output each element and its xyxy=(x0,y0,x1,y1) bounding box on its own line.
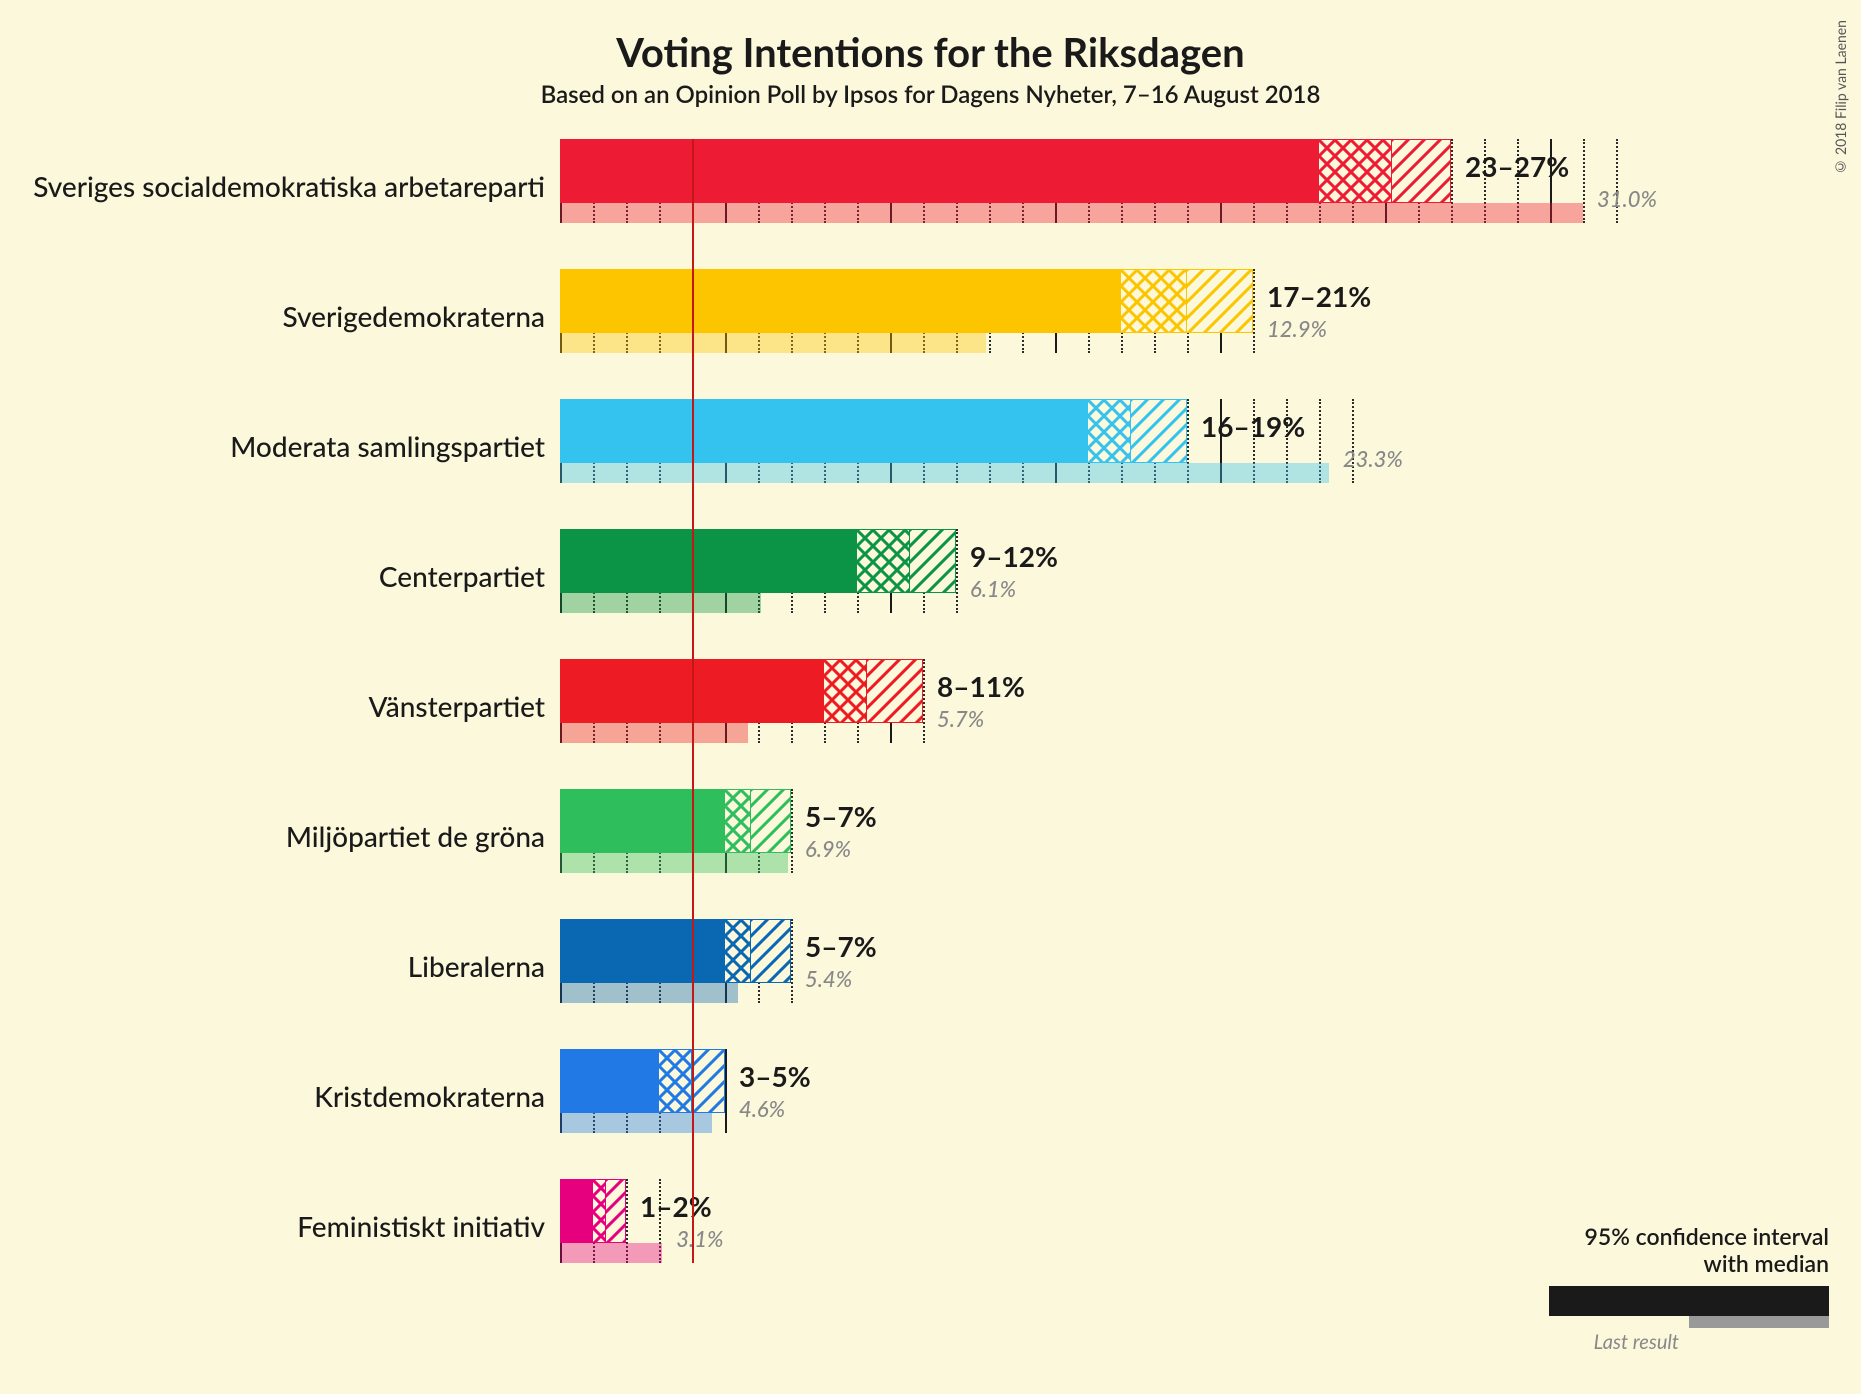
threshold-line xyxy=(692,139,694,1263)
bar-chart: Sveriges socialdemokratiska arbetarepart… xyxy=(560,131,1620,1301)
party-label: Centerpartiet xyxy=(5,559,545,593)
gridline-minor xyxy=(791,789,793,873)
ci-low-to-median xyxy=(824,659,867,723)
ci-median-to-high xyxy=(751,789,791,853)
range-value: 3–5% xyxy=(739,1059,811,1093)
party-row: Liberalerna5–7%5.4% xyxy=(560,911,1620,1041)
ci-median-to-high xyxy=(1392,139,1451,203)
party-row: Sveriges socialdemokratiska arbetarepart… xyxy=(560,131,1620,261)
gridline-minor xyxy=(956,529,958,613)
range-value: 9–12% xyxy=(970,539,1058,573)
ci-low-to-median xyxy=(1319,139,1392,203)
ci-median-to-high xyxy=(1131,399,1187,463)
legend-solid xyxy=(1549,1286,1703,1316)
ci-low-to-median xyxy=(725,919,751,983)
party-row: Sverigedemokraterna17–21%12.9% xyxy=(560,261,1620,391)
prev-result-bar xyxy=(560,1113,712,1133)
main-bar xyxy=(560,1179,593,1243)
party-row: Moderata samlingspartiet16–19%23.3% xyxy=(560,391,1620,521)
copyright: © 2018 Filip van Laenen xyxy=(1832,20,1849,176)
ci-median-to-high xyxy=(692,1049,725,1113)
ci-low-to-median xyxy=(1088,399,1131,463)
legend-line1: 95% confidence interval xyxy=(1549,1223,1829,1251)
party-label: Sverigedemokraterna xyxy=(5,299,545,333)
ci-median-to-high xyxy=(910,529,956,593)
gridline-major xyxy=(725,1049,727,1133)
range-value: 17–21% xyxy=(1267,279,1371,313)
prev-result-bar xyxy=(560,463,1329,483)
range-value: 23–27% xyxy=(1465,149,1569,183)
prev-value: 3.1% xyxy=(676,1225,723,1252)
main-bar xyxy=(560,1049,659,1113)
ci-median-to-high xyxy=(1187,269,1253,333)
range-value: 16–19% xyxy=(1201,409,1305,443)
prev-result-bar xyxy=(560,333,986,353)
prev-value: 23.3% xyxy=(1343,445,1403,472)
prev-value: 5.4% xyxy=(805,965,852,992)
prev-result-bar xyxy=(560,203,1583,223)
party-row: Kristdemokraterna3–5%4.6% xyxy=(560,1041,1620,1171)
range-value: 5–7% xyxy=(805,929,877,963)
legend-prev-bar xyxy=(1689,1316,1829,1328)
main-bar xyxy=(560,529,857,593)
party-row: Vänsterpartiet8–11%5.7% xyxy=(560,651,1620,781)
range-value: 5–7% xyxy=(805,799,877,833)
party-label: Miljöpartiet de gröna xyxy=(5,819,545,853)
gridline-minor xyxy=(1583,139,1585,223)
chart-subtitle: Based on an Opinion Poll by Ipsos for Da… xyxy=(0,76,1861,131)
party-label: Feministiskt initiativ xyxy=(5,1209,545,1243)
legend: 95% confidence interval with median Last… xyxy=(1549,1223,1829,1354)
prev-result-bar xyxy=(560,853,788,873)
prev-value: 31.0% xyxy=(1597,185,1657,212)
prev-value: 5.7% xyxy=(937,705,984,732)
main-bar xyxy=(560,789,725,853)
gridline-minor xyxy=(791,919,793,1003)
legend-line2: with median xyxy=(1549,1250,1829,1278)
legend-crosshatch xyxy=(1703,1286,1765,1316)
prev-result-bar xyxy=(560,983,738,1003)
ci-median-to-high xyxy=(867,659,923,723)
ci-low-to-median xyxy=(659,1049,692,1113)
legend-swatch xyxy=(1549,1286,1829,1328)
range-value: 1–2% xyxy=(640,1189,712,1223)
ci-low-to-median xyxy=(1121,269,1187,333)
legend-diaghatch xyxy=(1765,1286,1829,1316)
prev-value: 6.1% xyxy=(970,575,1016,602)
party-row: Miljöpartiet de gröna5–7%6.9% xyxy=(560,781,1620,911)
legend-prev-label: Last result xyxy=(1549,1330,1829,1354)
gridline-minor xyxy=(923,659,925,743)
party-row: Centerpartiet9–12%6.1% xyxy=(560,521,1620,651)
ci-low-to-median xyxy=(593,1179,606,1243)
main-bar xyxy=(560,139,1319,203)
chart-title: Voting Intentions for the Riksdagen xyxy=(0,0,1861,76)
prev-result-bar xyxy=(560,723,748,743)
party-label: Moderata samlingspartiet xyxy=(5,429,545,463)
ci-median-to-high xyxy=(606,1179,626,1243)
party-label: Kristdemokraterna xyxy=(5,1079,545,1113)
prev-result-bar xyxy=(560,593,761,613)
prev-value: 12.9% xyxy=(1267,315,1327,342)
prev-value: 6.9% xyxy=(805,835,851,862)
prev-value: 4.6% xyxy=(739,1095,785,1122)
party-row: Feministiskt initiativ1–2%3.1% xyxy=(560,1171,1620,1301)
main-bar xyxy=(560,399,1088,463)
main-bar xyxy=(560,269,1121,333)
range-value: 8–11% xyxy=(937,669,1025,703)
ci-low-to-median xyxy=(857,529,910,593)
prev-result-bar xyxy=(560,1243,662,1263)
gridline-minor xyxy=(1253,269,1255,353)
legend-main-bar xyxy=(1549,1286,1829,1316)
main-bar xyxy=(560,919,725,983)
ci-median-to-high xyxy=(751,919,791,983)
ci-low-to-median xyxy=(725,789,751,853)
party-label: Vänsterpartiet xyxy=(5,689,545,723)
party-label: Liberalerna xyxy=(5,949,545,983)
party-label: Sveriges socialdemokratiska arbetarepart… xyxy=(5,169,545,203)
